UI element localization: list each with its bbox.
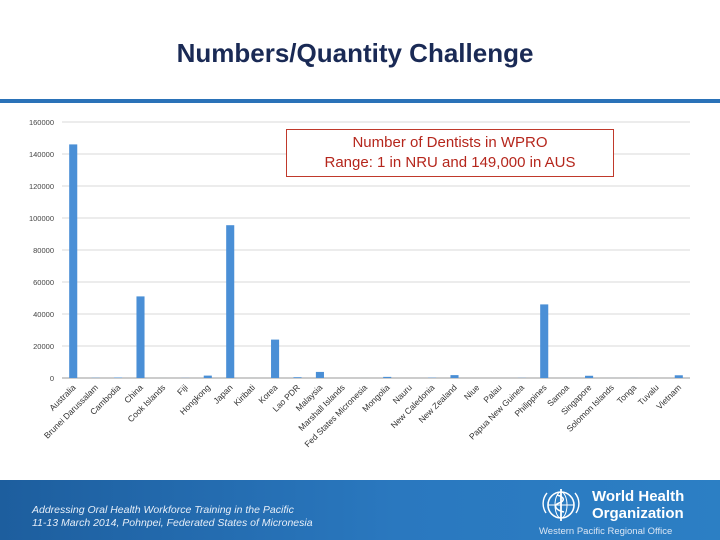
bar [69,144,78,378]
y-tick-label: 0 [50,374,54,383]
y-tick-label: 80000 [33,246,54,255]
y-tick-label: 40000 [33,310,54,319]
y-tick-label: 100000 [29,214,54,223]
x-category-label: Japan [211,382,235,406]
chart-gridlines [62,121,690,379]
bar [293,377,302,378]
slide-title: Numbers/Quantity Challenge [176,38,534,68]
chart-bars [69,144,683,378]
x-category-label: Niue [462,382,482,402]
x-category-label: Vietnam [654,382,683,411]
chart-annotation-box: Number of Dentists in WPRO Range: 1 in N… [286,129,614,177]
footer-event-date: 11-13 March 2014, Pohnpei, Federated Sta… [32,517,313,529]
bar [450,375,459,378]
bar [540,304,549,378]
x-category-label: Tonga [615,382,639,406]
y-tick-label: 120000 [29,182,54,191]
bar [226,225,235,378]
chart-canvas: 0 20000 40000 60000 80000 100000 120000 140000 1… [29,118,690,449]
bar [203,375,212,378]
y-tick-label: 140000 [29,150,54,159]
y-tick-label: 160000 [29,118,54,127]
who-emblem-icon [542,489,580,521]
annotation-line-2: Range: 1 in NRU and 149,000 in AUS [324,154,576,171]
bar [136,296,145,378]
y-tick-label: 60000 [33,278,54,287]
slide-footer: Addressing Oral Health Workforce Trainin… [0,480,720,540]
x-category-label: Fiji [175,382,190,397]
who-regional-office: Western Pacific Regional Office [539,526,673,537]
who-name-line-2: Organization [592,505,684,522]
bar [585,375,594,378]
bar [271,339,280,378]
who-name-line-1: World Health [592,488,685,505]
y-tick-label: 20000 [33,342,54,351]
title-divider [0,99,720,103]
bar [315,371,324,378]
y-axis-ticks: 0 20000 40000 60000 80000 100000 120000 140000 1… [29,118,54,383]
x-category-label: Kiribati [232,382,258,408]
footer-event-title: Addressing Oral Health Workforce Trainin… [32,504,294,516]
bar [383,376,392,378]
bar-chart: 0 20000 40000 60000 80000 100000 120000 140000 1… [0,108,720,470]
bar [674,375,683,378]
annotation-line-1: Number of Dentists in WPRO [352,134,548,151]
